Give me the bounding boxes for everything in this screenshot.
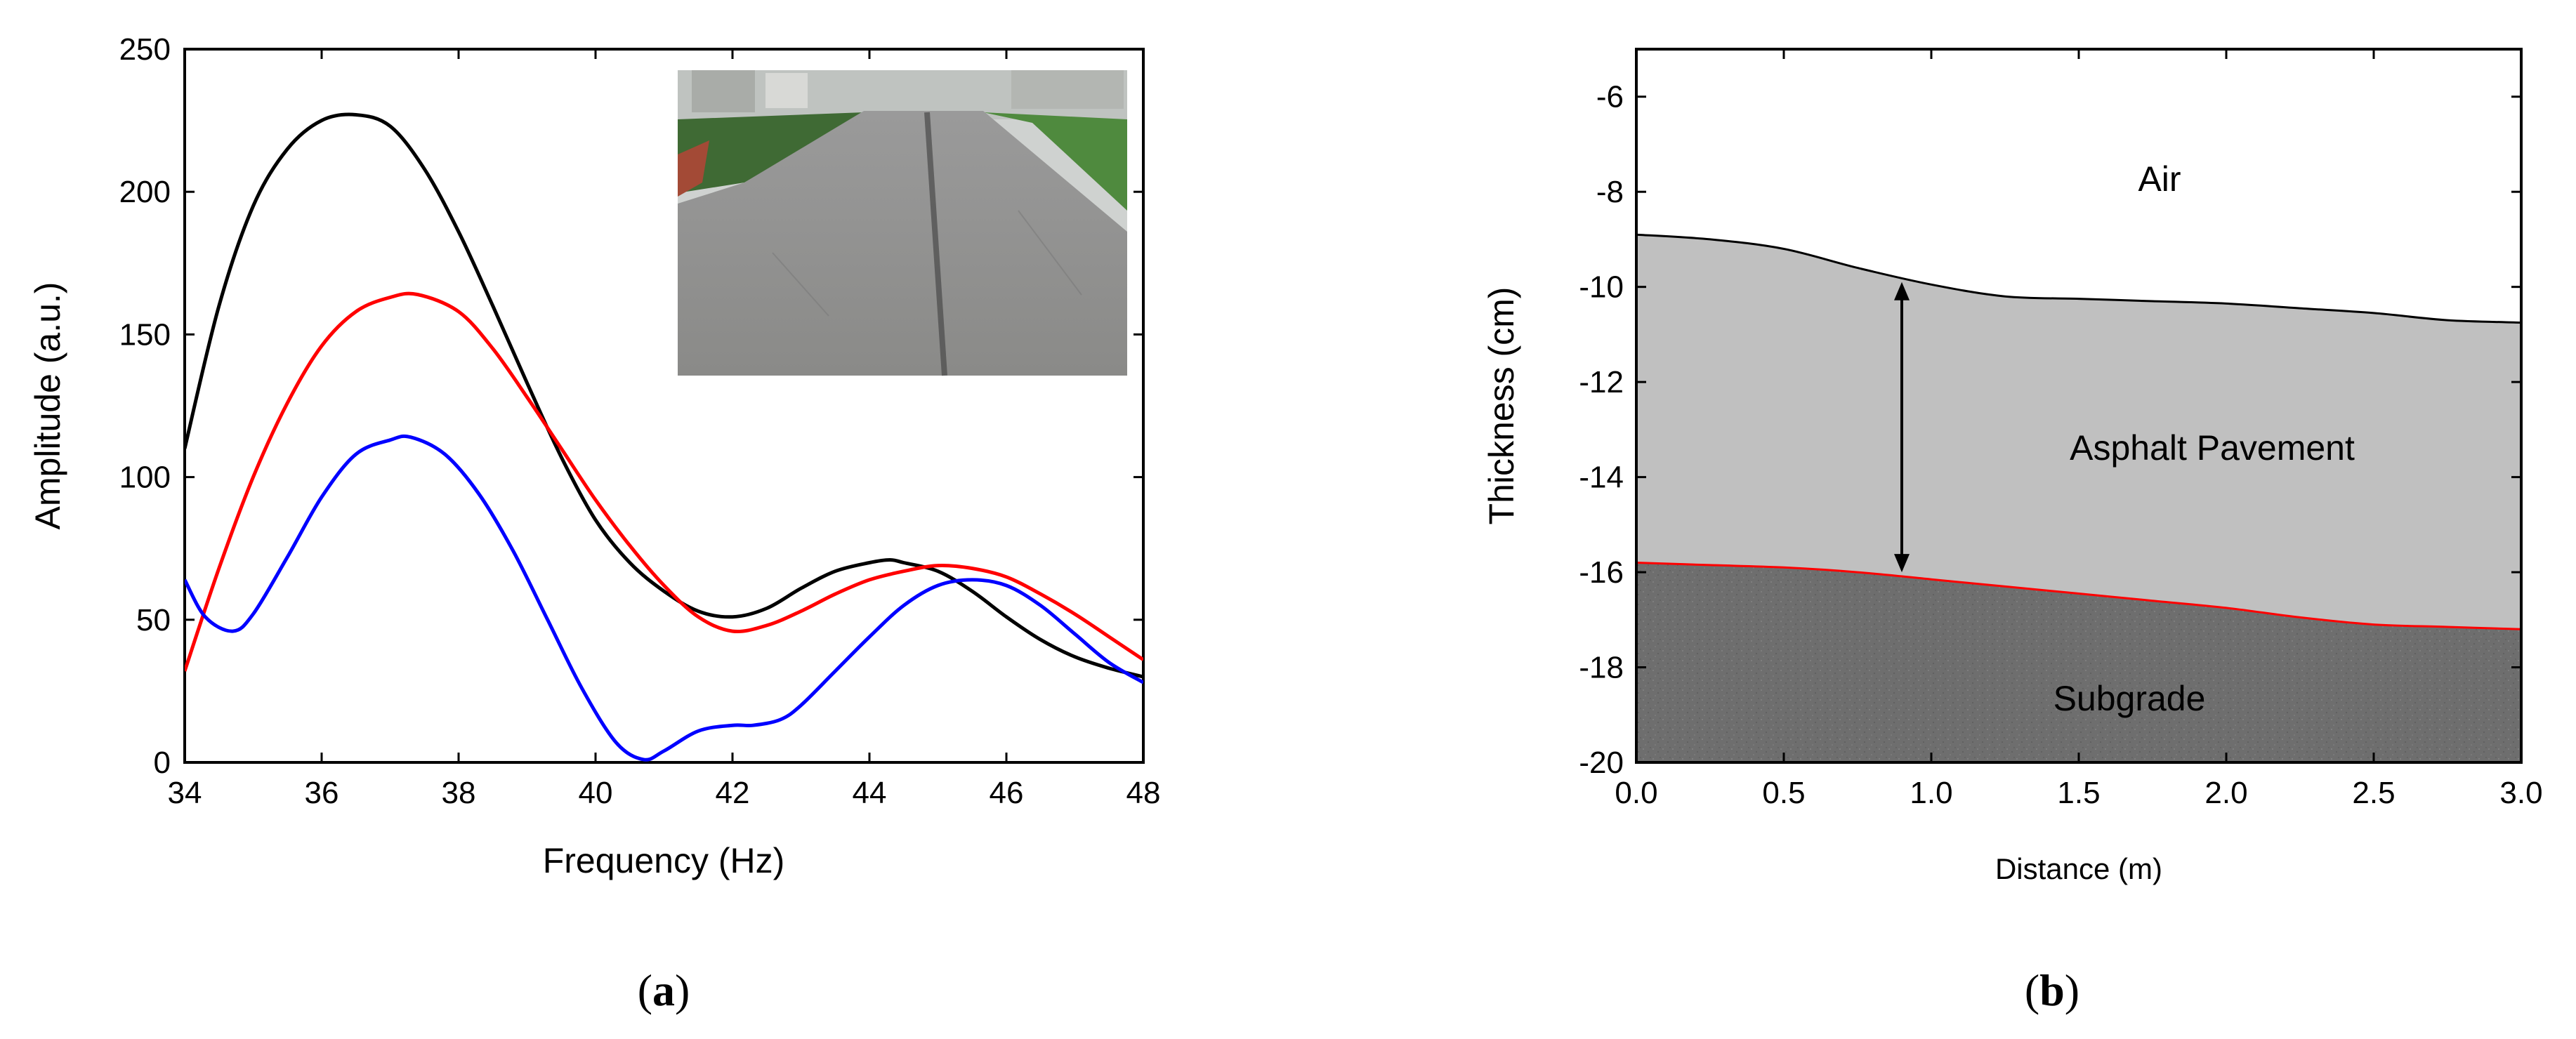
y-tick-label: 50 bbox=[136, 603, 171, 637]
x-tick-label: 0.0 bbox=[1615, 776, 1657, 810]
panel-b-y-axis-title: Thickness (cm) bbox=[1482, 287, 1521, 525]
x-tick-label: 46 bbox=[990, 776, 1024, 810]
subgrade-region bbox=[1636, 562, 2521, 762]
panel-b: 0.0 0.5 1.0 1.5 2.0 2.5 3.0 -20 -18 -16 -14 -12 -10 -… bbox=[1482, 48, 2543, 1015]
x-tick-label: 44 bbox=[853, 776, 887, 810]
y-tick-label: -20 bbox=[1579, 746, 1624, 780]
panel-a-x-axis-title: Frequency (Hz) bbox=[543, 841, 785, 880]
x-tick-label: 38 bbox=[442, 776, 476, 810]
subgrade-label: Subgrade bbox=[2053, 679, 2206, 718]
y-tick-label: -14 bbox=[1579, 461, 1624, 495]
x-tick-label: 34 bbox=[168, 776, 202, 810]
panel-a-caption: (a) bbox=[638, 965, 690, 1015]
panel-b-ticks: 0.0 0.5 1.0 1.5 2.0 2.5 3.0 -20 -18 -16 -14 -12 -10 -… bbox=[1579, 49, 2543, 810]
x-tick-label: 36 bbox=[305, 776, 339, 810]
panel-a-y-axis-title: Amplitude (a.u.) bbox=[28, 282, 67, 530]
x-tick-label: 42 bbox=[716, 776, 750, 810]
thickness-arrow-head-top bbox=[1894, 282, 1910, 300]
surface-line bbox=[1636, 233, 2522, 324]
panel-b-caption-letter: b bbox=[2039, 965, 2065, 1015]
x-tick-label: 48 bbox=[1126, 776, 1161, 810]
y-tick-label: -8 bbox=[1596, 175, 1624, 209]
x-tick-label: 2.0 bbox=[2204, 776, 2247, 810]
y-tick-label: -12 bbox=[1579, 365, 1624, 399]
panel-a-series-group bbox=[185, 112, 1143, 762]
panel-a: 34 36 38 40 42 44 46 48 0 50 100 150 200 250 Frequenc… bbox=[28, 32, 1160, 1015]
air-region bbox=[1636, 49, 2521, 323]
x-tick-label: 1.0 bbox=[1910, 776, 1952, 810]
air-label: Air bbox=[2138, 159, 2181, 199]
x-tick-label: 2.5 bbox=[2352, 776, 2395, 810]
y-tick-label: -6 bbox=[1596, 80, 1624, 114]
panel-a-plot-frame bbox=[183, 48, 1145, 764]
interface-line bbox=[1636, 562, 2522, 630]
panel-a-caption-letter: a bbox=[652, 965, 675, 1015]
thickness-arrow bbox=[1894, 282, 1910, 573]
y-tick-label: 250 bbox=[119, 32, 171, 67]
series-line-1 bbox=[185, 112, 1143, 679]
panel-a-ticks: 34 36 38 40 42 44 46 48 0 50 100 150 200 250 bbox=[119, 32, 1161, 810]
panel-b-caption: (b) bbox=[2025, 965, 2079, 1015]
y-tick-label: 0 bbox=[154, 746, 171, 780]
x-tick-label: 0.5 bbox=[1762, 776, 1805, 810]
y-tick-label: 100 bbox=[119, 461, 171, 495]
y-tick-label: -18 bbox=[1579, 651, 1624, 685]
y-tick-label: 200 bbox=[119, 175, 171, 209]
x-tick-label: 3.0 bbox=[2499, 776, 2542, 810]
y-tick-label: -16 bbox=[1579, 555, 1624, 590]
x-tick-label: 1.5 bbox=[2057, 776, 2100, 810]
y-tick-label: -10 bbox=[1579, 270, 1624, 305]
x-tick-label: 40 bbox=[579, 776, 613, 810]
asphalt-pavement-label: Asphalt Pavement bbox=[2070, 428, 2355, 468]
thickness-arrow-head-bottom bbox=[1894, 554, 1910, 573]
road-photo-inset bbox=[678, 70, 1127, 376]
panel-b-x-axis-title: Distance (m) bbox=[1995, 852, 2162, 885]
series-line-3 bbox=[185, 434, 1143, 762]
series-line-2 bbox=[185, 291, 1143, 672]
y-tick-label: 150 bbox=[119, 317, 171, 352]
